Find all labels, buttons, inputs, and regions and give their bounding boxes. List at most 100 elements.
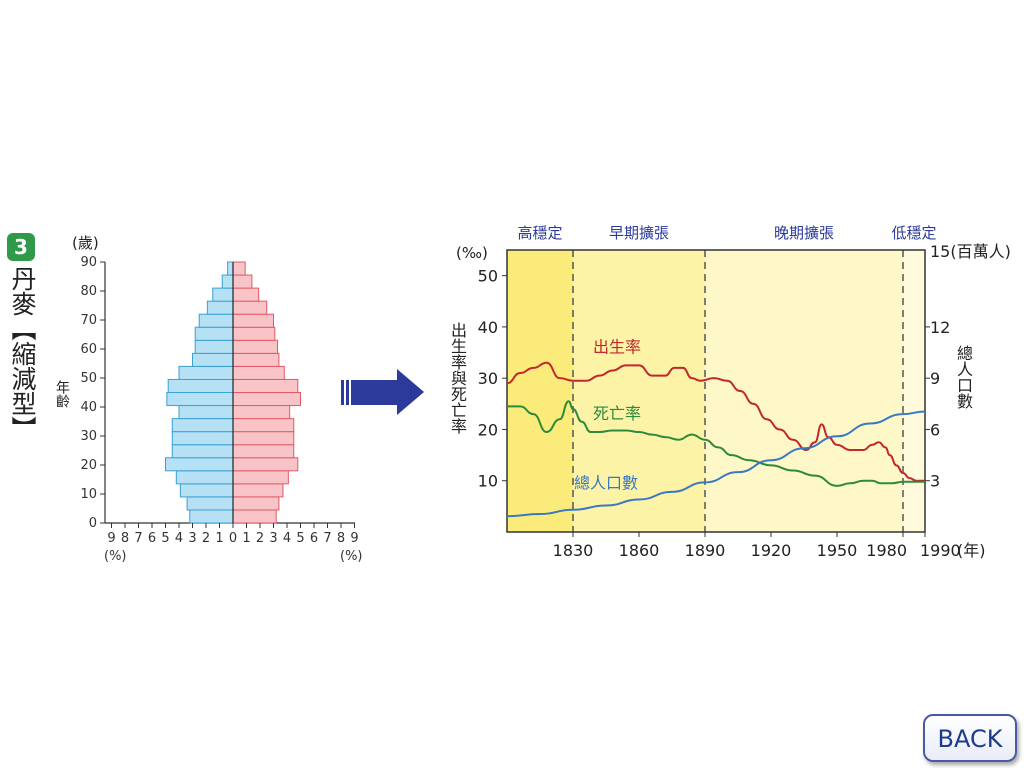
y-right-tick-label: 6 <box>930 420 940 439</box>
pct-unit-right: (%) <box>340 549 363 564</box>
series-line <box>506 410 926 518</box>
female-bar <box>232 483 284 498</box>
stage-band <box>573 250 705 532</box>
age-axis-title: 年齡 <box>54 380 70 408</box>
male-bar <box>206 300 234 315</box>
female-bar <box>232 470 289 485</box>
pct-tick-label: 5 <box>296 531 304 546</box>
female-bar <box>232 444 295 459</box>
panel-title: 丹麥【縮減型】 <box>8 266 37 441</box>
age-tick-label: 10 <box>80 487 97 502</box>
plot-frame <box>506 249 926 533</box>
female-bar <box>232 496 280 511</box>
pct-tick-label: 2 <box>202 531 210 546</box>
pct-tick-label: 1 <box>242 531 250 546</box>
age-tick-label: 40 <box>80 400 97 415</box>
pct-tick-label: 4 <box>175 531 183 546</box>
y-left-tick-label: 20 <box>478 420 498 439</box>
x-tick-label: 1830 <box>553 541 594 560</box>
age-tick-label: 70 <box>80 313 97 328</box>
male-bar <box>171 418 234 433</box>
x-unit: (年) <box>957 541 986 560</box>
pct-tick-label: 7 <box>323 531 331 546</box>
pct-tick-label: 4 <box>283 531 291 546</box>
x-tick-label: 1990 <box>920 541 961 560</box>
x-tick-label: 1920 <box>751 541 792 560</box>
age-tick-label: 50 <box>80 371 97 386</box>
stage-band <box>903 250 925 532</box>
y-left-tick-label: 30 <box>478 369 498 388</box>
pct-tick-label: 7 <box>134 531 142 546</box>
y-left-unit: (‰) <box>456 244 488 262</box>
pct-tick-label: 6 <box>310 531 318 546</box>
male-bar <box>171 444 234 459</box>
series-label: 死亡率 <box>593 404 641 423</box>
female-bar <box>232 339 279 354</box>
pct-tick-label: 8 <box>337 531 345 546</box>
female-bar <box>232 326 276 341</box>
female-bar <box>232 300 268 315</box>
back-button[interactable]: BACK <box>923 714 1017 762</box>
male-bar <box>178 405 234 420</box>
pct-tick-label: 0 <box>229 531 237 546</box>
male-bar <box>186 496 234 511</box>
y-left-tick-label: 40 <box>478 318 498 337</box>
female-bar <box>232 392 301 407</box>
series-line <box>507 400 925 487</box>
female-bar <box>232 405 291 420</box>
y-left-tick-label: 10 <box>478 472 498 491</box>
pct-tick-label: 2 <box>256 531 264 546</box>
male-bar <box>175 470 234 485</box>
pct-tick-label: 5 <box>161 531 169 546</box>
stage-label: 早期擴張 <box>609 224 669 242</box>
y-left-axis-label: 出生率與死亡率 <box>448 322 467 434</box>
stage-label: 高穩定 <box>517 224 562 242</box>
female-bar <box>232 378 299 394</box>
y-right-unit: 15(百萬人) <box>930 242 1011 261</box>
y-right-tick-label: 3 <box>930 472 940 491</box>
female-bar <box>232 431 295 446</box>
female-bar <box>232 509 277 524</box>
male-bar <box>212 287 234 302</box>
panel-number-badge: 3 <box>7 233 35 261</box>
x-tick-label: 1860 <box>619 541 660 560</box>
series-label: 出生率 <box>593 338 641 357</box>
male-bar <box>194 339 234 354</box>
x-tick-label: 1890 <box>685 541 726 560</box>
series-line <box>506 361 925 482</box>
y-left-tick-label: 50 <box>478 267 498 286</box>
male-bar <box>192 352 234 367</box>
male-bar <box>194 326 234 341</box>
pct-tick-label: 8 <box>121 531 129 546</box>
female-bar <box>232 418 295 433</box>
female-bar <box>232 352 280 367</box>
male-bar <box>171 431 234 446</box>
male-bar <box>165 457 234 472</box>
age-tick-label: 90 <box>80 255 97 270</box>
pct-tick-label: 3 <box>269 531 277 546</box>
female-bar <box>232 287 260 302</box>
male-bar <box>178 365 234 380</box>
male-bar <box>198 313 234 328</box>
y-right-tick-label: 12 <box>930 318 950 337</box>
y-right-axis-label: 總人口數 <box>954 345 973 409</box>
male-bar <box>221 274 234 289</box>
right-arrow-icon <box>341 369 424 415</box>
stage-label: 晚期擴張 <box>774 224 834 242</box>
x-tick-label: 1980 <box>866 541 907 560</box>
pct-tick-label: 9 <box>350 531 358 546</box>
age-tick-label: 0 <box>89 516 97 531</box>
series-label: 總人口數 <box>574 473 638 492</box>
female-bar <box>232 457 299 472</box>
pct-tick-label: 6 <box>148 531 156 546</box>
pct-tick-label: 9 <box>107 531 115 546</box>
age-tick-label: 30 <box>80 429 97 444</box>
age-tick-label: 80 <box>80 284 97 299</box>
stage-band <box>705 250 903 532</box>
female-bar <box>232 313 274 328</box>
male-bar <box>167 378 234 394</box>
male-bar <box>179 483 234 498</box>
female-bar <box>232 261 246 276</box>
